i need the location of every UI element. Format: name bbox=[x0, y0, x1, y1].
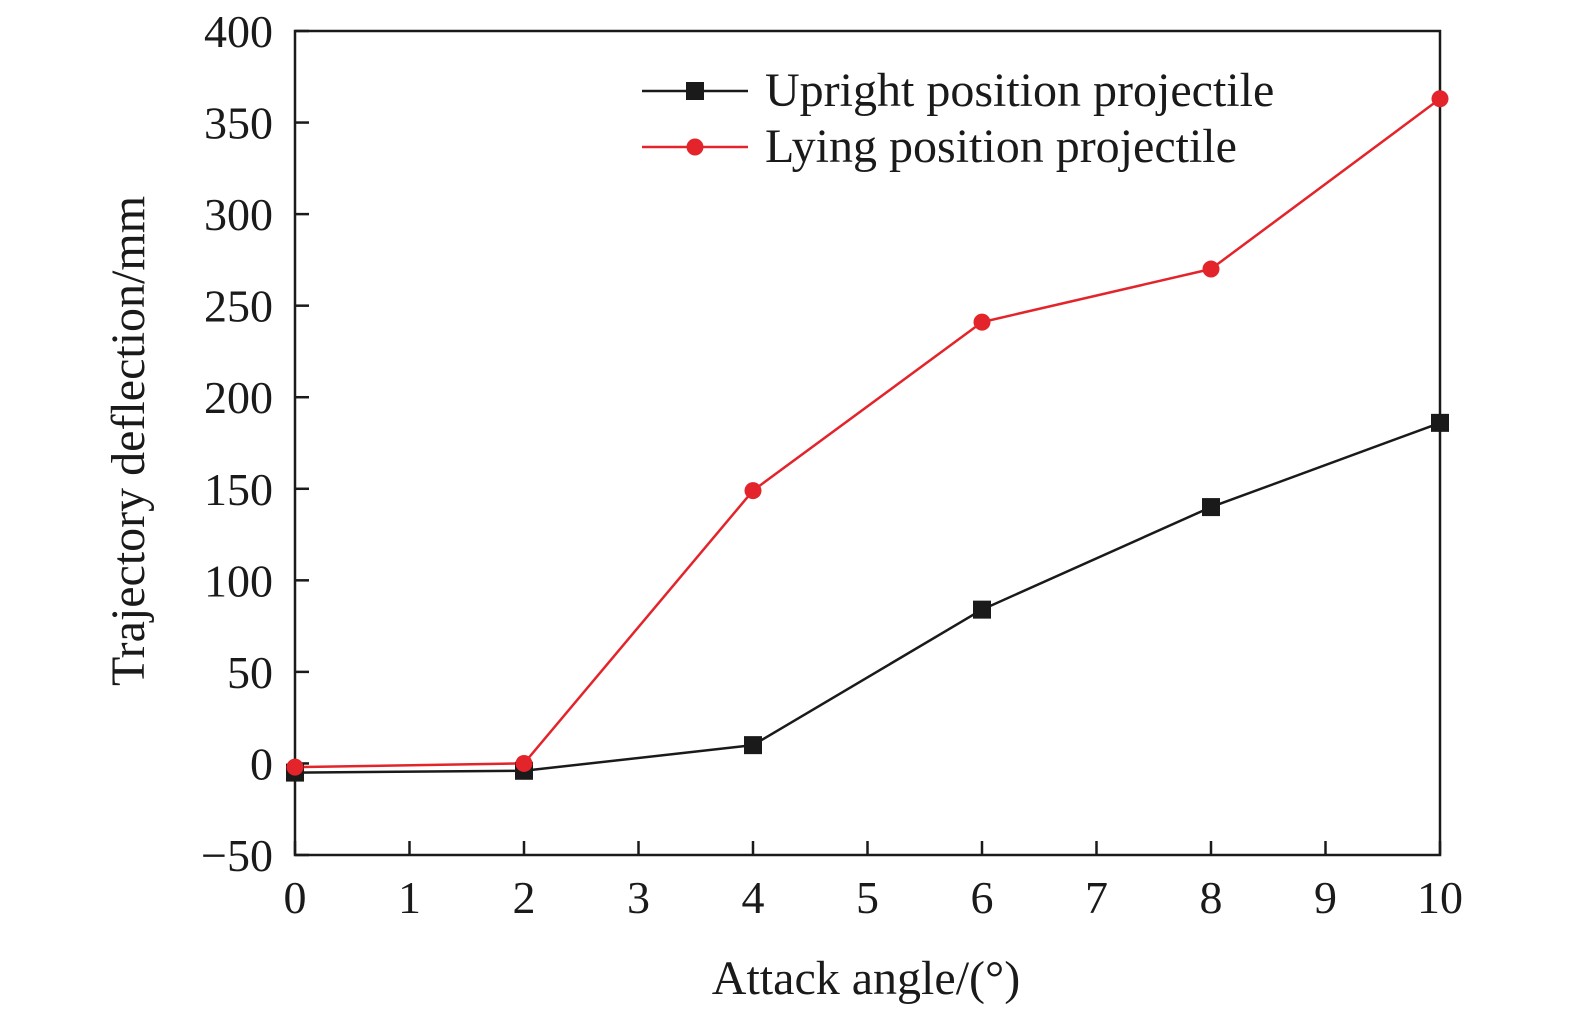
series-layer bbox=[286, 90, 1449, 782]
data-point-upright bbox=[973, 600, 991, 619]
x-tick-label: 1 bbox=[398, 872, 421, 923]
y-tick-label: −50 bbox=[201, 830, 273, 881]
data-point-upright bbox=[1431, 413, 1449, 432]
x-axis-ticks: 0 1 2 3 4 5 6 7 8 9 10 bbox=[284, 841, 1463, 923]
y-tick-label: 200 bbox=[204, 372, 273, 423]
x-tick-label: 3 bbox=[627, 872, 650, 923]
y-tick-label: 0 bbox=[250, 738, 273, 789]
y-axis-ticks: −50 0 50 100 150 200 250 300 350 400 bbox=[201, 6, 309, 881]
legend-marker-upright bbox=[686, 82, 704, 100]
data-point-upright bbox=[1202, 498, 1220, 517]
legend-marker-lying bbox=[686, 138, 704, 156]
x-tick-label: 8 bbox=[1200, 872, 1223, 923]
x-tick-label: 6 bbox=[971, 872, 994, 923]
x-tick-label: 7 bbox=[1085, 872, 1108, 923]
x-axis-title: Attack angle/(°) bbox=[712, 952, 1020, 1005]
x-tick-label: 4 bbox=[742, 872, 765, 923]
y-tick-label: 250 bbox=[204, 281, 273, 332]
data-point-lying bbox=[286, 758, 304, 776]
y-tick-label: 300 bbox=[204, 189, 273, 240]
data-point-lying bbox=[973, 313, 991, 331]
legend-label-lying: Lying position projectile bbox=[765, 120, 1237, 173]
legend-label-upright: Upright position projectile bbox=[765, 64, 1274, 117]
x-tick-label: 2 bbox=[513, 872, 536, 923]
x-tick-label: 5 bbox=[856, 872, 879, 923]
data-point-upright bbox=[744, 736, 762, 755]
y-tick-label: 50 bbox=[227, 647, 273, 698]
y-axis-title: Trajectory deflection/mm bbox=[102, 196, 155, 686]
series-line-lying bbox=[294, 97, 1441, 769]
series-line-upright bbox=[294, 421, 1441, 774]
data-point-lying bbox=[1202, 260, 1220, 278]
x-tick-label: 0 bbox=[284, 872, 307, 923]
x-tick-label: 9 bbox=[1314, 872, 1337, 923]
y-tick-label: 150 bbox=[204, 464, 273, 515]
y-tick-label: 100 bbox=[204, 555, 273, 606]
data-point-lying bbox=[515, 754, 533, 772]
y-tick-label: 400 bbox=[204, 6, 273, 57]
legend: Upright position projectile Lying positi… bbox=[642, 64, 1274, 173]
data-point-lying bbox=[1431, 90, 1449, 108]
y-tick-label: 350 bbox=[204, 98, 273, 149]
x-tick-label: 10 bbox=[1417, 872, 1463, 923]
data-point-lying bbox=[744, 482, 762, 500]
